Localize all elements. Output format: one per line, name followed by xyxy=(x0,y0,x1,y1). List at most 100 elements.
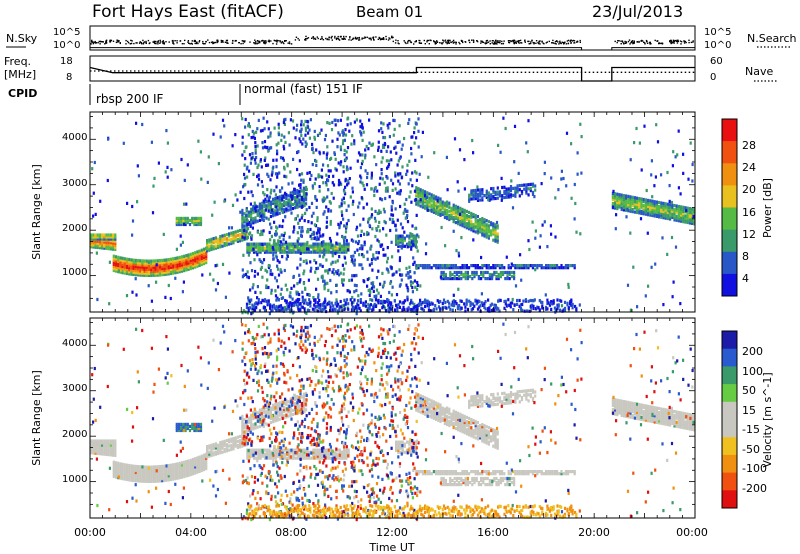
rti-cell xyxy=(562,176,565,181)
noise-point xyxy=(316,36,318,38)
rti-cell xyxy=(459,219,462,223)
rti-cell xyxy=(622,200,625,204)
rti-cell xyxy=(533,298,536,302)
rti-cell xyxy=(274,172,278,176)
noise-point xyxy=(181,43,184,45)
rti-cell xyxy=(463,264,466,268)
rti-cell xyxy=(448,201,451,205)
rti-cell xyxy=(314,301,317,305)
rti-cell xyxy=(415,308,418,312)
noise-point xyxy=(105,41,108,43)
rti-cell xyxy=(320,309,323,313)
rti-cell xyxy=(274,289,277,293)
rti-cell xyxy=(531,299,534,303)
noise-point xyxy=(489,40,491,42)
rti-cell xyxy=(346,179,349,183)
rti-cell xyxy=(414,236,417,240)
rti-cell xyxy=(643,124,646,128)
noise-point xyxy=(447,41,450,44)
rti-cell xyxy=(353,258,356,262)
rti-cell xyxy=(627,194,630,198)
rti-cell xyxy=(254,216,257,220)
rti-cell xyxy=(655,210,658,214)
rti-cell xyxy=(317,229,320,233)
rti-cell xyxy=(350,142,353,146)
rti-cell xyxy=(255,156,258,160)
rti-cell xyxy=(498,298,501,302)
rti-cell xyxy=(653,202,656,206)
noise-point xyxy=(257,40,259,42)
rti-cell xyxy=(416,280,419,285)
rti-cell xyxy=(165,258,168,262)
rti-cell xyxy=(210,237,213,241)
rti-cell xyxy=(241,219,244,223)
rti-cell xyxy=(391,182,395,186)
rti-cell xyxy=(298,204,301,208)
rti-cell xyxy=(468,210,471,214)
rti-cell xyxy=(119,256,122,260)
rti-cell xyxy=(457,251,460,255)
noise-point xyxy=(387,39,390,41)
noise-point xyxy=(524,41,526,43)
noise-point xyxy=(552,42,554,44)
rti-cell xyxy=(420,303,423,307)
rti-cell xyxy=(300,119,303,123)
rti-cell xyxy=(516,264,519,268)
rti-cell xyxy=(401,301,404,305)
rti-cell xyxy=(206,245,209,249)
rti-cell xyxy=(350,278,353,282)
rti-cell xyxy=(298,200,301,204)
rti-cell xyxy=(560,177,563,181)
rti-cell xyxy=(513,270,516,275)
rti-cell xyxy=(90,439,93,443)
rti-cell xyxy=(241,208,244,212)
rti-cell xyxy=(671,213,674,217)
rti-cell xyxy=(664,202,667,206)
rti-cell xyxy=(450,303,453,307)
rti-cell xyxy=(119,476,122,480)
rti-cell xyxy=(384,253,387,257)
rti-cell xyxy=(632,265,635,269)
rti-cell xyxy=(529,264,532,268)
rti-cell xyxy=(412,243,415,247)
noise-point xyxy=(337,37,339,40)
rti-cell xyxy=(454,208,457,212)
rti-cell xyxy=(191,260,195,264)
rti-cell xyxy=(361,253,364,257)
rti-cell xyxy=(454,300,457,304)
rti-cell xyxy=(332,248,335,252)
rti-cell xyxy=(206,247,209,251)
rti-cell xyxy=(263,158,266,162)
rti-cell xyxy=(342,188,346,192)
rti-cell xyxy=(666,210,669,215)
rti-cell xyxy=(651,203,654,207)
rti-cell xyxy=(246,227,250,231)
power-cbar-tick-16: 16 xyxy=(742,206,756,219)
rti-cell xyxy=(107,453,110,457)
rti-cell xyxy=(253,158,257,162)
rti-cell xyxy=(468,195,471,199)
rti-cell xyxy=(417,264,420,268)
rti-cell xyxy=(485,191,488,195)
noise-point xyxy=(105,42,107,44)
rti-cell xyxy=(158,273,162,277)
rti-cell xyxy=(368,263,371,267)
rti-cell xyxy=(422,300,425,304)
rti-cell xyxy=(676,153,679,157)
rti-cell xyxy=(614,200,617,204)
rti-cell xyxy=(251,152,254,156)
rti-cell xyxy=(322,151,325,155)
rti-cell xyxy=(303,219,306,223)
rti-cell xyxy=(252,211,255,215)
rti-cell xyxy=(318,227,321,231)
rti-cell xyxy=(293,187,296,192)
rti-cell xyxy=(415,266,418,270)
rti-cell xyxy=(311,142,314,146)
rti-cell xyxy=(360,133,363,137)
rti-cell xyxy=(101,452,104,456)
rti-cell xyxy=(223,237,226,241)
noise-point xyxy=(307,37,310,39)
rti-cell xyxy=(98,448,101,452)
rti-cell xyxy=(114,245,117,249)
rti-cell xyxy=(296,231,299,235)
